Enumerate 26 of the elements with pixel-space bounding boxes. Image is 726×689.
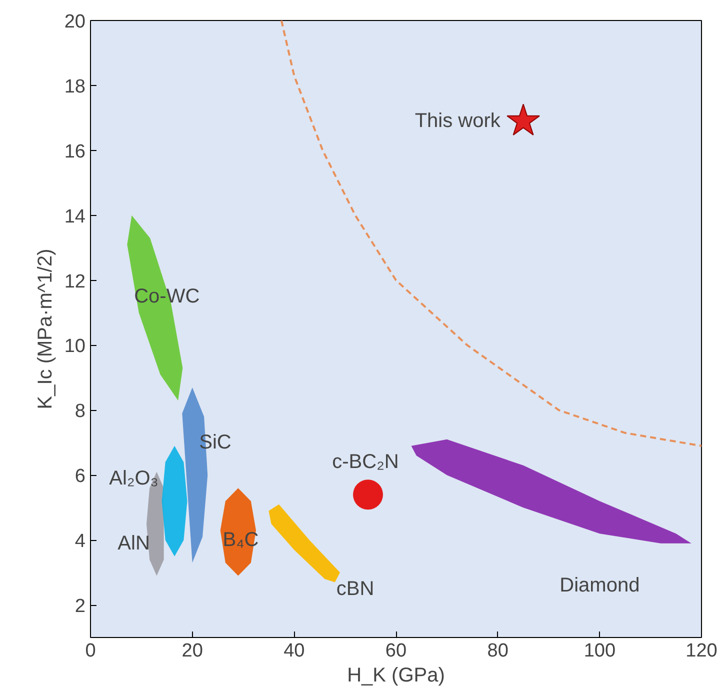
x-tick-label: 80 — [487, 640, 508, 662]
x-tick-label: 40 — [284, 640, 305, 662]
y-tick-label: 18 — [64, 76, 86, 98]
y-tick-label: 20 — [64, 12, 86, 32]
x-axis-title: H_K (GPa) — [347, 664, 445, 686]
y-tick-label: 12 — [64, 271, 86, 292]
annotation: This work — [414, 110, 502, 132]
x-tick-label: 20 — [182, 640, 203, 662]
y-tick-label: 10 — [64, 336, 86, 358]
annotation: Diamond — [560, 574, 640, 597]
y-tick-label: 6 — [74, 466, 86, 488]
x-tick-label: 100 — [584, 640, 616, 662]
y-tick-label: 16 — [64, 141, 86, 162]
y-tick-label: 8 — [74, 401, 86, 422]
y-axis-title: K_Ic (MPa·m^1/2) — [34, 248, 56, 410]
x-tick-label: 120 — [686, 640, 718, 662]
annotation: AlN — [118, 532, 150, 554]
x-tick-label: 0 — [85, 640, 96, 662]
annotation: cBN — [336, 578, 374, 600]
x-tick-label: 60 — [385, 640, 407, 662]
y-tick-label: 4 — [74, 531, 86, 552]
y-tick-label: 2 — [74, 596, 86, 618]
annotation: c-BC₂N — [332, 451, 399, 474]
line-series — [280, 20, 702, 447]
y-tick-label: 14 — [64, 206, 86, 228]
annotation: Al₂O₃ — [109, 467, 158, 490]
